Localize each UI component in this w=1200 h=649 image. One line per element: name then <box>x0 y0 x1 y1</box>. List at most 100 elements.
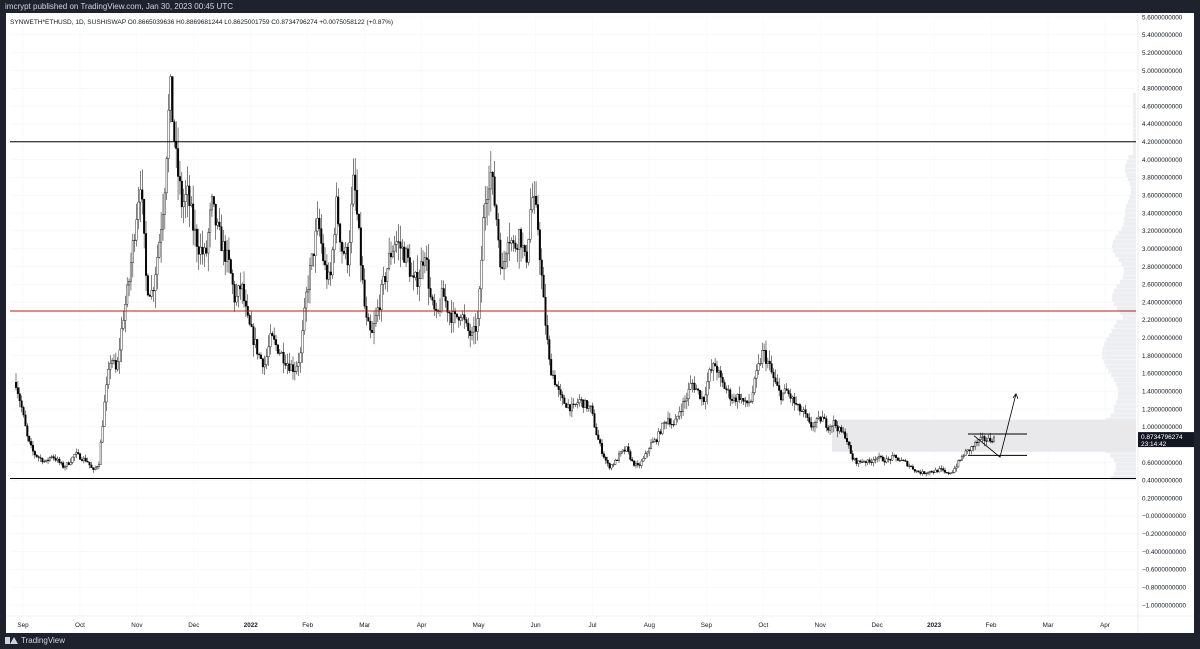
candle <box>235 283 238 306</box>
candle-body <box>915 470 918 472</box>
candle <box>823 413 826 420</box>
candle <box>427 243 430 306</box>
candle <box>742 398 745 405</box>
grid-lines <box>10 16 1136 616</box>
candle <box>425 245 428 271</box>
time-axis[interactable]: Sep Oct Nov Dec 2022 Feb Mar Apr May Jun Jul Aug Sep… <box>17 622 1110 629</box>
candle <box>252 323 255 357</box>
candle <box>859 459 862 464</box>
candle <box>731 394 734 405</box>
candle-body <box>422 261 425 266</box>
candle-body <box>320 228 323 244</box>
candle-body <box>393 244 396 252</box>
candle <box>791 395 794 406</box>
candle-body <box>616 459 619 461</box>
candle <box>629 449 632 462</box>
candle <box>203 242 206 267</box>
candle <box>269 324 272 355</box>
candle <box>930 470 933 474</box>
candle-body <box>369 320 372 331</box>
volume-profile-bar <box>1133 115 1136 120</box>
candle-body <box>606 460 609 464</box>
x-tick-label: Oct <box>758 622 768 629</box>
candle-body <box>145 233 148 276</box>
candle-body <box>222 241 225 252</box>
y-tick-label: 1.4000000000 <box>1142 388 1183 395</box>
candle <box>552 370 555 380</box>
candle-body <box>710 369 713 371</box>
candle <box>810 416 813 431</box>
candle-body <box>205 247 208 254</box>
candle-body <box>158 242 161 258</box>
candle <box>391 245 394 259</box>
y-tick-label: 1.6000000000 <box>1142 371 1183 378</box>
candle <box>431 294 434 306</box>
volume-profile-bar <box>1133 92 1136 97</box>
candle-body <box>30 441 33 446</box>
candle-body <box>966 449 969 452</box>
candle-body <box>928 470 931 473</box>
candle <box>243 271 246 308</box>
price-axis[interactable]: 5.6000000000 5.4000000000 5.2000000000 5.00… <box>6 13 1194 633</box>
candle-body <box>802 409 805 412</box>
candle <box>653 437 656 443</box>
candle <box>50 455 53 460</box>
horizontal-levels[interactable] <box>10 141 1136 479</box>
candle-body <box>919 471 922 474</box>
candle <box>333 227 336 264</box>
candle <box>787 388 790 397</box>
price-chart[interactable]: SYNWETH*ETHUSD, 1D, SUSHISWAP O0.8665039… <box>6 13 1194 633</box>
candle-body <box>226 249 229 262</box>
candle-body <box>112 360 115 362</box>
candle <box>868 457 871 465</box>
candle-body <box>729 389 732 400</box>
candle-body <box>774 377 777 383</box>
candle <box>137 186 140 230</box>
volume-profile-bar <box>1122 315 1136 320</box>
candle <box>608 462 611 470</box>
volume-profile-bar <box>1113 288 1136 293</box>
candle-body <box>972 446 975 448</box>
candle <box>389 241 392 265</box>
candle <box>188 175 191 228</box>
candle <box>748 394 751 407</box>
candle-body <box>476 318 479 332</box>
candle <box>339 222 342 252</box>
projection-arrow[interactable] <box>973 393 1017 458</box>
candle <box>759 357 762 366</box>
candle-body <box>960 456 963 461</box>
volume-profile-bar <box>1115 235 1136 240</box>
candle <box>881 455 884 462</box>
candle <box>401 239 404 261</box>
candle-body <box>124 304 127 321</box>
candle <box>60 461 63 466</box>
candle-body <box>307 289 310 293</box>
candle-body <box>491 172 494 178</box>
candle <box>687 382 690 406</box>
volume-profile-bar <box>1125 164 1136 169</box>
candle <box>380 279 383 322</box>
candle-body <box>212 196 215 205</box>
candle <box>194 209 197 247</box>
candle <box>725 385 728 394</box>
candle-body <box>77 452 80 454</box>
candle-body <box>757 363 760 371</box>
candle-body <box>876 457 879 460</box>
candle-body <box>768 360 771 364</box>
candle <box>800 405 803 412</box>
candle-body <box>333 234 336 251</box>
candle <box>987 434 990 442</box>
candle <box>951 470 954 474</box>
candle-body <box>278 352 281 354</box>
candle <box>674 414 677 426</box>
candle <box>307 275 310 303</box>
candle <box>817 411 820 420</box>
y-tick-label: 1.8000000000 <box>1142 353 1183 360</box>
candle <box>659 428 662 435</box>
candle <box>169 74 172 123</box>
candle <box>521 232 524 259</box>
candle-body <box>96 466 99 469</box>
candle <box>567 399 570 410</box>
candle <box>706 372 709 405</box>
candle <box>156 244 159 290</box>
